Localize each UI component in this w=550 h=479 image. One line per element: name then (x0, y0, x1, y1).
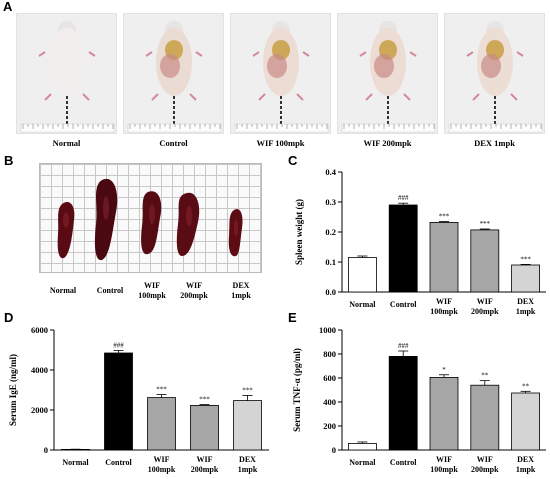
bar-5 (511, 392, 541, 451)
category-label-5-line2: 1mpk (238, 465, 258, 474)
spleen-shapes (57, 178, 243, 261)
spleen-normal (57, 201, 75, 259)
y-tick-label: 2000 (31, 405, 48, 415)
category-label-4: WIF (477, 455, 493, 464)
category-label-2: Control (105, 458, 132, 467)
category-label-5: DEX (239, 455, 256, 464)
mouse-label-2: Control (159, 138, 188, 148)
significance-2: ### (398, 342, 409, 350)
bar-2 (388, 204, 418, 293)
bar-2 (388, 356, 418, 451)
y-tick-label: 0.1 (325, 257, 336, 267)
spleen-label-5: DEX 1mpk (231, 281, 251, 300)
bar-3 (429, 222, 459, 293)
category-label-2: Control (390, 300, 417, 309)
spleen-label-4: WIF 200mpk (180, 281, 208, 300)
spleen-label-3: WIF 100mpk (138, 281, 166, 300)
y-tick-label: 0 (44, 445, 48, 455)
mouse-photo-1 (16, 13, 117, 134)
y-tick-label: 400 (323, 397, 336, 407)
panel-letter-c: C (288, 153, 298, 168)
y-tick-label: 6000 (31, 325, 48, 335)
y-axis-label: Serum TNF-α (pg/ml) (292, 348, 302, 432)
category-label-1: Normal (349, 458, 376, 467)
category-label-3: WIF (436, 297, 452, 306)
category-label-4-line2: 200mpk (471, 465, 499, 474)
category-label-1: Normal (349, 300, 376, 309)
category-label-2: Control (390, 458, 417, 467)
bar-5 (233, 400, 262, 451)
bar-1 (348, 443, 377, 451)
significance-4: ** (481, 372, 489, 380)
bar-2 (104, 352, 133, 451)
significance-4: *** (480, 220, 491, 228)
significance-5: *** (242, 386, 253, 394)
bar-4 (470, 229, 500, 293)
y-tick-label: 1000 (319, 325, 336, 335)
panel-letter-a: A (3, 0, 13, 14)
y-axis-label: Serum IgE (ng/ml) (8, 354, 18, 426)
category-label-3-line2: 100mpk (430, 465, 458, 474)
significance-3: *** (156, 386, 167, 394)
y-tick-label: 0.2 (325, 227, 336, 237)
y-tick-label: 200 (323, 421, 336, 431)
category-label-3: WIF (154, 455, 170, 464)
mouse-photo-5 (444, 13, 545, 134)
spleen-label-2: Control (96, 286, 124, 295)
y-tick-label: 600 (323, 373, 336, 383)
category-label-5-line2: 1mpk (516, 465, 536, 474)
panel-letter-b: B (4, 153, 14, 168)
y-tick-label: 0.3 (325, 197, 336, 207)
y-tick-label: 800 (323, 349, 336, 359)
mouse-label-4: WIF 200mpk (363, 138, 412, 148)
mouse-label-5: DEX 1mpk (474, 138, 515, 148)
category-label-4-line2: 200mpk (471, 307, 499, 316)
panel-letter-d: D (4, 310, 14, 325)
significance-5: ** (522, 382, 530, 390)
category-label-3-line2: 100mpk (148, 465, 176, 474)
y-tick-label: 0.0 (325, 287, 336, 297)
mouse-photo-4 (337, 13, 438, 134)
category-label-3: WIF (436, 455, 452, 464)
spleen-weight-chart: 0.0 0.1 0.2 0.3 0.4 Spleen weight (g) Normal ##… (294, 167, 546, 316)
category-label-3-line2: 100mpk (430, 307, 458, 316)
bar-3 (429, 377, 459, 451)
bar-3 (147, 397, 176, 451)
significance-3: * (442, 366, 446, 374)
category-label-1: Normal (62, 458, 89, 467)
category-label-4: WIF (197, 455, 213, 464)
mouse-photo-2 (123, 13, 224, 134)
serum-ige-chart: 0 2000 4000 6000 Serum IgE (ng/ml) Normal ### C… (8, 325, 269, 474)
bar-1 (348, 257, 377, 293)
significance-5: *** (520, 255, 531, 263)
spleen-photo (39, 163, 262, 273)
y-axis-label: Spleen weight (g) (294, 199, 304, 265)
category-label-4: WIF (477, 297, 493, 306)
category-label-4-line2: 200mpk (191, 465, 219, 474)
y-tick-label: 0 (332, 445, 336, 455)
significance-4: *** (199, 396, 210, 404)
panel-letter-e: E (288, 310, 297, 325)
bar-4 (190, 405, 219, 451)
bar-4 (470, 384, 500, 451)
category-label-5: DEX (517, 297, 534, 306)
y-tick-label: 4000 (31, 365, 48, 375)
category-label-5-line2: 1mpk (516, 307, 536, 316)
mouse-photo-3 (230, 13, 331, 134)
significance-3: *** (439, 213, 450, 221)
serum-tnf-chart: 0 200 400 600 800 1000 Serum TNF-α (pg/ml) Norm… (292, 325, 546, 474)
mouse-label-1: Normal (52, 138, 81, 148)
category-label-5: DEX (517, 455, 534, 464)
mouse-label-3: WIF 100mpk (256, 138, 305, 148)
bar-5 (511, 264, 541, 293)
significance-2: ### (398, 194, 409, 202)
spleen-label-1: Normal (49, 286, 77, 295)
significance-2: ### (113, 341, 124, 349)
y-tick-label: 0.4 (325, 167, 336, 177)
